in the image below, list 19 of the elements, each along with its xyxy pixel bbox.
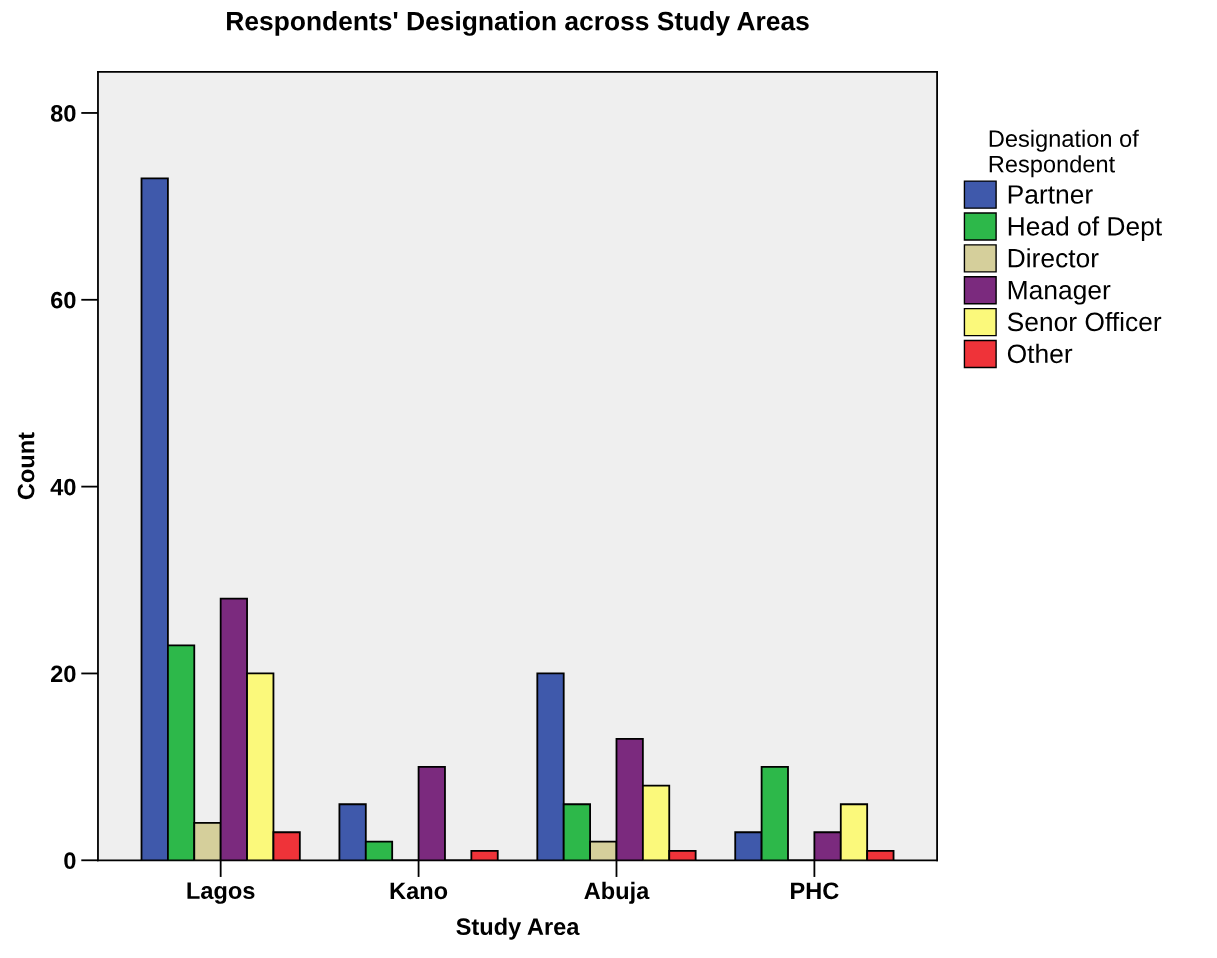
legend-title: Designation of Respondent [989,129,1139,178]
x-tick-label: Abuja [584,881,650,904]
y-axis-title: Count [17,432,35,500]
legend-label: Senor Officer [1007,311,1162,332]
x-tick-label: Lagos [187,882,255,904]
legend-label: Director [1008,248,1099,268]
y-tick-label: 0 [64,852,76,870]
y-tick-label: 20 [51,665,76,683]
legend-label: Partner [1008,185,1093,204]
y-tick-label: 40 [50,478,76,496]
x-tick-label: PHC [791,882,839,900]
x-tick-label: Kano [390,882,448,900]
x-axis-title: Study Area [456,917,580,940]
legend-label: Manager [1008,280,1111,305]
chart-title: Respondents' Designation across Study Areas [227,11,809,36]
y-tick-label: 80 [50,105,76,122]
y-tick-label: 60 [51,291,76,309]
legend-label: Other [1007,343,1073,364]
legend-label: Head of Dept [1008,216,1162,241]
